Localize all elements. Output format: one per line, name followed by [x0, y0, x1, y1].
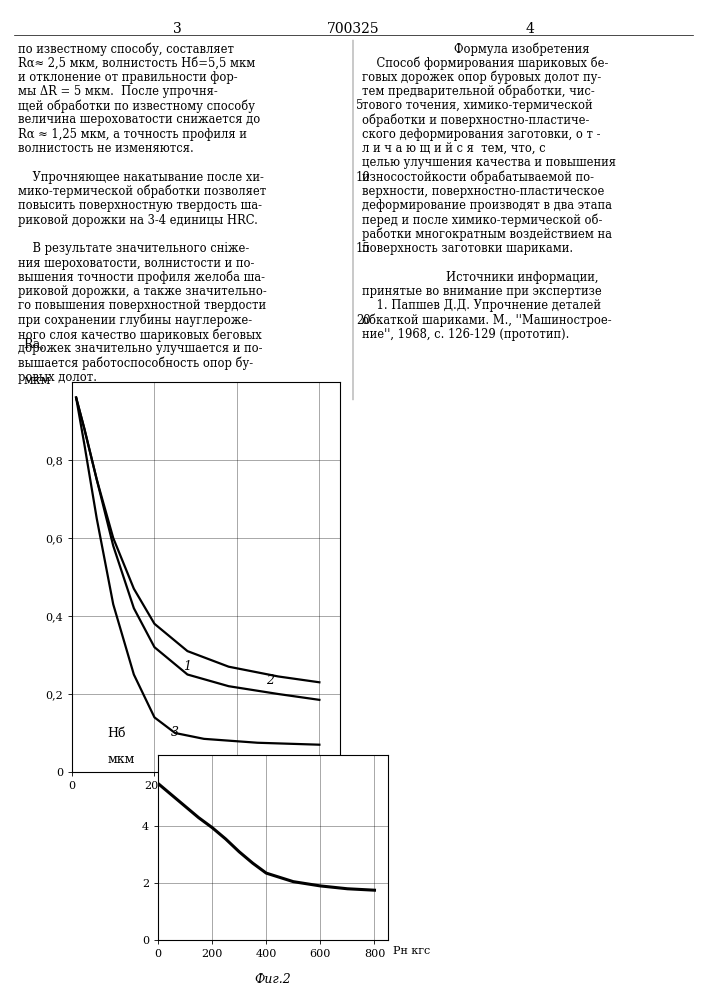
Text: ния шероховатости, волнистости и по-: ния шероховатости, волнистости и по- — [18, 256, 255, 269]
Text: ного слоя качество шариковых беговых: ного слоя качество шариковых беговых — [18, 328, 262, 342]
Text: Hб: Hб — [107, 727, 126, 740]
Text: Rα ≈ 1,25 мкм, а точность профиля и: Rα ≈ 1,25 мкм, а точность профиля и — [18, 128, 247, 141]
Text: В результате значительного снiже-: В результате значительного снiже- — [18, 242, 250, 255]
Text: деформирование производят в два этапа: деформирование производят в два этапа — [362, 199, 612, 212]
Text: 4: 4 — [525, 22, 534, 36]
Text: щей обработки по известному способу: щей обработки по известному способу — [18, 99, 255, 113]
Text: перед и после химико-термической об-: перед и после химико-термической об- — [362, 214, 602, 227]
Text: обработки и поверхностно-пластиче-: обработки и поверхностно-пластиче- — [362, 113, 590, 127]
Text: повысить поверхностную твердость ша-: повысить поверхностную твердость ша- — [18, 199, 262, 212]
Text: ние'', 1968, с. 126-129 (прототип).: ние'', 1968, с. 126-129 (прототип). — [362, 328, 569, 341]
Text: целью улучшения качества и повышения: целью улучшения качества и повышения — [362, 156, 616, 169]
Text: величина шероховатости снижается до: величина шероховатости снижается до — [18, 113, 260, 126]
Text: Rα≈ 2,5 мкм, волнистость Hб=5,5 мкм: Rα≈ 2,5 мкм, волнистость Hб=5,5 мкм — [18, 56, 255, 69]
Text: вышается работоспособность опор бу-: вышается работоспособность опор бу- — [18, 357, 253, 370]
Text: Способ формирования шариковых бе-: Способ формирования шариковых бе- — [362, 56, 609, 70]
Text: мкм: мкм — [24, 374, 51, 387]
Text: Упрочняющее накатывание после хи-: Упрочняющее накатывание после хи- — [18, 171, 264, 184]
Text: тового точения, химико-термической: тового точения, химико-термической — [362, 99, 592, 112]
Text: 5: 5 — [356, 99, 363, 112]
Text: го повышения поверхностной твердости: го повышения поверхностной твердости — [18, 299, 266, 312]
Text: ровых долот.: ровых долот. — [18, 371, 97, 384]
Text: мико-термической обработки позволяет: мико-термической обработки позволяет — [18, 185, 267, 198]
Text: риковой дорожки, а также значительно-: риковой дорожки, а также значительно- — [18, 285, 267, 298]
Text: поверхность заготовки шариками.: поверхность заготовки шариками. — [362, 242, 573, 255]
Text: 700325: 700325 — [327, 22, 380, 36]
Text: по известному способу, составляет: по известному способу, составляет — [18, 42, 234, 55]
Text: и отклонение от правильности фор-: и отклонение от правильности фор- — [18, 71, 238, 84]
Text: Источники информации,: Источники информации, — [445, 271, 598, 284]
Text: Фиг.1: Фиг.1 — [187, 823, 224, 836]
Text: 3: 3 — [171, 726, 179, 740]
Text: 1. Папшев Д.Д. Упрочнение деталей: 1. Папшев Д.Д. Упрочнение деталей — [362, 299, 601, 312]
Text: 2: 2 — [266, 674, 274, 687]
Text: риковой дорожки на 3-4 единицы HRC.: риковой дорожки на 3-4 единицы HRC. — [18, 214, 258, 227]
Text: 3: 3 — [173, 22, 182, 36]
Text: верхности, поверхностно-пластическое: верхности, поверхностно-пластическое — [362, 185, 604, 198]
Text: 15: 15 — [356, 242, 370, 255]
Text: мы ΔR = 5 мкм.  После упрочня-: мы ΔR = 5 мкм. После упрочня- — [18, 85, 218, 98]
Text: 1: 1 — [183, 660, 192, 673]
Text: износостойкости обрабатываемой по-: износостойкости обрабатываемой по- — [362, 171, 594, 184]
Text: мкм: мкм — [107, 753, 135, 766]
Text: Ra,: Ra, — [24, 338, 45, 351]
Text: принятые во внимание при экспертизе: принятые во внимание при экспертизе — [362, 285, 602, 298]
Text: вышения точности профиля желоба ша-: вышения точности профиля желоба ша- — [18, 271, 265, 284]
Text: говых дорожек опор буровых долот пу-: говых дорожек опор буровых долот пу- — [362, 71, 601, 84]
Text: волнистость не изменяются.: волнистость не изменяются. — [18, 142, 194, 155]
Text: л и ч а ю щ и й с я  тем, что, с: л и ч а ю щ и й с я тем, что, с — [362, 142, 546, 155]
Text: работки многократным воздействием на: работки многократным воздействием на — [362, 228, 612, 241]
Text: Pн кгс: Pн кгс — [345, 783, 382, 793]
Text: Формула изобретения: Формула изобретения — [455, 42, 590, 55]
Text: дорожек значительно улучшается и по-: дорожек значительно улучшается и по- — [18, 342, 262, 355]
Text: 10: 10 — [356, 171, 370, 184]
Text: тем предварительной обработки, чис-: тем предварительной обработки, чис- — [362, 85, 595, 98]
Text: ского деформирования заготовки, о т -: ского деформирования заготовки, о т - — [362, 128, 600, 141]
Text: Фиг.2: Фиг.2 — [255, 973, 291, 986]
Text: 20: 20 — [356, 314, 370, 327]
Text: Pн кгс: Pн кгс — [392, 946, 430, 956]
Text: обкаткой шариками. М., ''Машинострое-: обкаткой шариками. М., ''Машинострое- — [362, 314, 612, 327]
Text: при сохранении глубины науглероже-: при сохранении глубины науглероже- — [18, 314, 252, 327]
